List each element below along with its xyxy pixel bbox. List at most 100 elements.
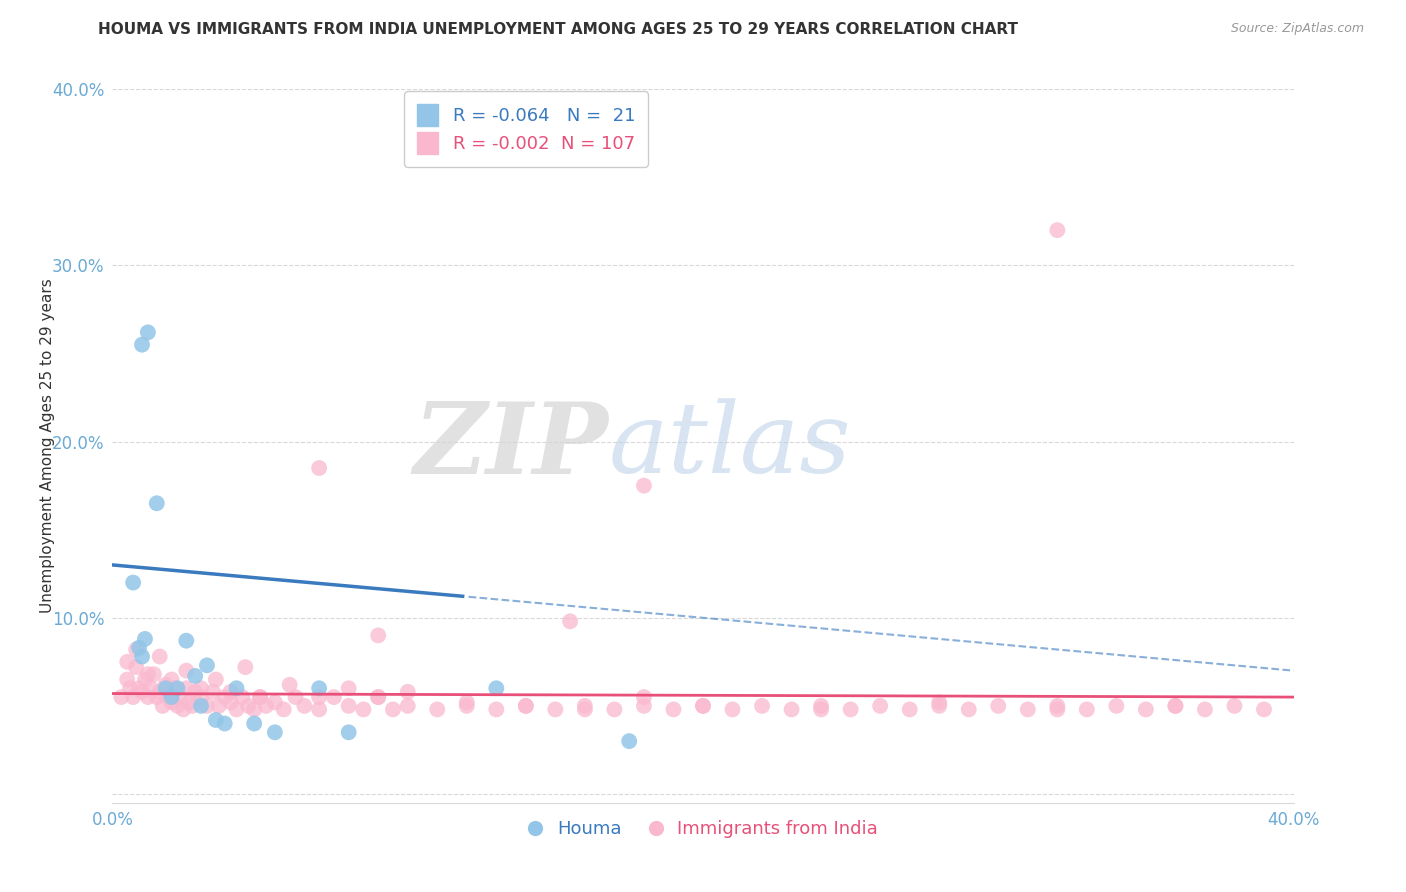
Point — [308, 690, 330, 704]
Point — [149, 685, 172, 699]
Point — [254, 698, 277, 713]
Point — [160, 695, 183, 709]
Point — [146, 496, 169, 510]
Point — [721, 702, 744, 716]
Point — [166, 681, 188, 696]
Point — [264, 695, 287, 709]
Point — [751, 698, 773, 713]
Point — [243, 702, 266, 716]
Point — [233, 660, 256, 674]
Point — [515, 698, 537, 713]
Point — [633, 690, 655, 704]
Point — [574, 702, 596, 716]
Point — [396, 685, 419, 699]
Point — [337, 681, 360, 696]
Point — [184, 685, 207, 699]
Point — [456, 695, 478, 709]
Point — [308, 461, 330, 475]
Point — [152, 698, 174, 713]
Point — [1164, 698, 1187, 713]
Point — [323, 690, 346, 704]
Point — [122, 690, 145, 704]
Point — [485, 702, 508, 716]
Point — [382, 702, 405, 716]
Point — [1135, 702, 1157, 716]
Point — [134, 673, 156, 687]
Point — [243, 716, 266, 731]
Point — [166, 698, 188, 713]
Point — [201, 685, 224, 699]
Point — [426, 702, 449, 716]
Point — [163, 681, 186, 696]
Point — [128, 681, 150, 696]
Point — [633, 478, 655, 492]
Point — [231, 690, 253, 704]
Text: atlas: atlas — [609, 399, 851, 493]
Point — [485, 681, 508, 696]
Point — [273, 702, 295, 716]
Point — [139, 681, 162, 696]
Point — [120, 681, 142, 696]
Point — [184, 669, 207, 683]
Point — [692, 698, 714, 713]
Point — [122, 575, 145, 590]
Point — [292, 698, 315, 713]
Point — [214, 690, 236, 704]
Point — [134, 632, 156, 646]
Point — [367, 690, 389, 704]
Point — [957, 702, 980, 716]
Point — [128, 640, 150, 655]
Point — [155, 678, 177, 692]
Point — [125, 660, 148, 674]
Point — [225, 681, 247, 696]
Point — [603, 702, 626, 716]
Text: Unemployment Among Ages 25 to 29 years: Unemployment Among Ages 25 to 29 years — [39, 278, 55, 614]
Point — [337, 698, 360, 713]
Point — [205, 673, 228, 687]
Point — [558, 615, 582, 629]
Point — [146, 690, 169, 704]
Point — [136, 326, 159, 340]
Point — [131, 337, 153, 351]
Point — [1076, 702, 1098, 716]
Point — [308, 681, 330, 696]
Point — [125, 642, 148, 657]
Point — [1046, 702, 1069, 716]
Point — [208, 698, 231, 713]
Point — [264, 725, 287, 739]
Point — [136, 667, 159, 681]
Point — [174, 633, 197, 648]
Point — [249, 690, 271, 704]
Point — [544, 702, 567, 716]
Point — [1164, 698, 1187, 713]
Point — [160, 690, 183, 704]
Point — [169, 690, 191, 704]
Point — [1105, 698, 1128, 713]
Point — [155, 681, 177, 696]
Point — [1223, 698, 1246, 713]
Point — [117, 673, 138, 687]
Point — [352, 702, 374, 716]
Point — [238, 698, 260, 713]
Legend: Houma, Immigrants from India: Houma, Immigrants from India — [519, 811, 887, 847]
Point — [174, 664, 197, 678]
Point — [456, 698, 478, 713]
Text: ZIP: ZIP — [413, 398, 609, 494]
Point — [157, 690, 180, 704]
Point — [367, 690, 389, 704]
Point — [195, 698, 218, 713]
Point — [515, 698, 537, 713]
Point — [131, 685, 153, 699]
Point — [136, 690, 159, 704]
Point — [810, 702, 832, 716]
Point — [172, 702, 194, 716]
Point — [869, 698, 891, 713]
Point — [898, 702, 921, 716]
Point — [190, 690, 212, 704]
Point — [117, 655, 138, 669]
Point — [214, 716, 236, 731]
Text: Source: ZipAtlas.com: Source: ZipAtlas.com — [1230, 22, 1364, 36]
Point — [1046, 223, 1069, 237]
Point — [633, 698, 655, 713]
Point — [1253, 702, 1275, 716]
